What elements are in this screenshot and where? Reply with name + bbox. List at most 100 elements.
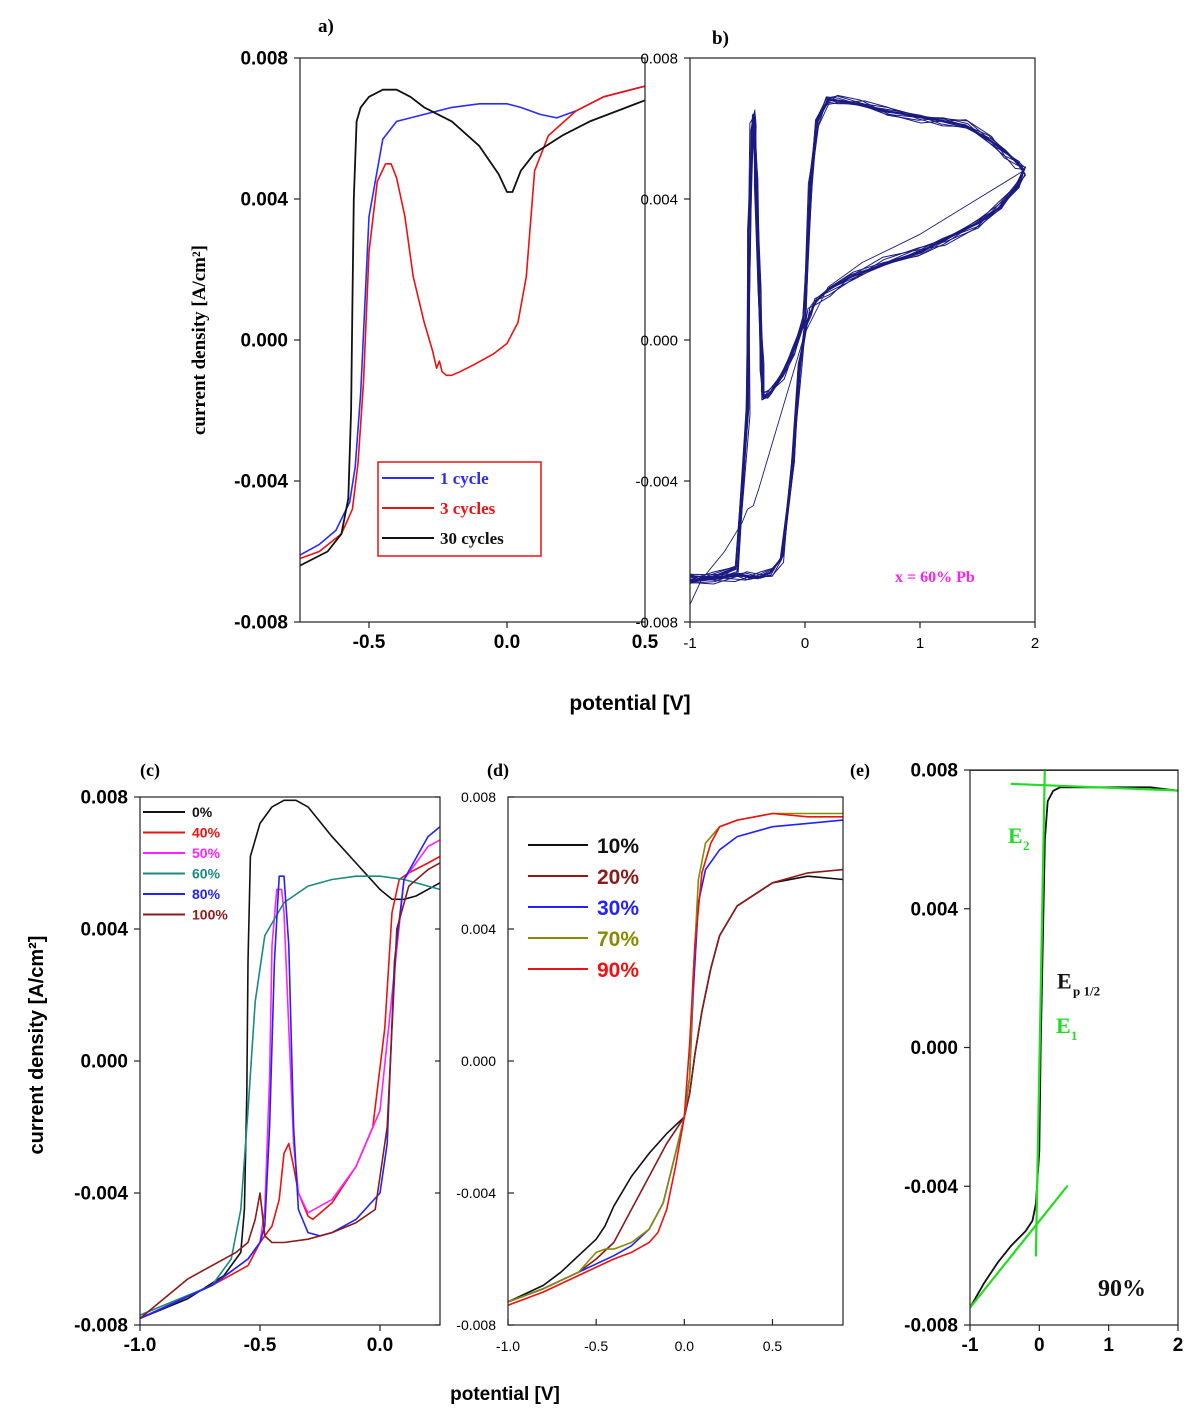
x-tick-label: 0.0 xyxy=(675,1338,695,1354)
x-tick-label: 0.0 xyxy=(367,1335,393,1356)
panel-b-chart: -1 0 1 2 -0.008 -0.004 0.000 0.004 0.008 b) x = 60… xyxy=(635,28,1039,652)
series-line-40- xyxy=(140,855,440,1320)
x-tick-label: 0.0 xyxy=(494,632,520,653)
x-tick-label: 1 xyxy=(1103,1335,1114,1356)
x-tick-label: 2 xyxy=(1031,635,1039,652)
legend-entry: 20% xyxy=(597,866,639,889)
panel-label: a) xyxy=(318,16,334,37)
series-line-100- xyxy=(140,862,440,1320)
panel-a-chart: -0.5 0.0 0.5 -0.008 -0.004 0.000 0.004 0.008 a) 1… xyxy=(234,16,659,653)
legend-entry: 3 cycles xyxy=(440,499,496,518)
series-line-tangent-e2 xyxy=(1010,782,1178,792)
panel-c-chart: -1.0 -0.5 0.0 -0.008 -0.004 0.000 0.004 0.008 (c… xyxy=(74,760,441,1356)
series-line-30- xyxy=(508,819,843,1303)
legend-entry: 60% xyxy=(192,866,221,882)
series-line-cyclic-voltammogram-repeated-cycles- xyxy=(690,96,1026,581)
series-line-30-cycles xyxy=(300,88,645,567)
series-line-90- xyxy=(508,812,843,1306)
tangent-label-ehalf: E xyxy=(1057,969,1072,994)
x-tick-label: -1.0 xyxy=(124,1335,157,1356)
legend-entry: 40% xyxy=(192,825,221,841)
y-tick-label: 0.008 xyxy=(640,50,678,67)
x-tick-label: 1 xyxy=(916,635,924,652)
y-tick-label: 0.004 xyxy=(80,920,128,941)
composition-annotation: 90% xyxy=(1098,1276,1146,1302)
y-tick-label: 0.008 xyxy=(80,788,128,809)
y-tick-label: 0.000 xyxy=(461,1053,496,1069)
series-line-cyclic-voltammogram-repeated-cycles- xyxy=(690,100,1026,585)
x-tick-label: 0.5 xyxy=(632,632,659,653)
y-tick-label: 0.008 xyxy=(240,49,288,70)
series-line-3-cycles xyxy=(300,85,645,560)
series-line-50- xyxy=(140,839,440,1320)
x-tick-label: 2 xyxy=(1173,1335,1184,1356)
panel-label: (c) xyxy=(140,760,160,781)
legend-entry: 100% xyxy=(192,907,228,923)
legend-entry: 80% xyxy=(192,886,221,902)
plot-frame xyxy=(969,769,1179,1326)
y-tick-label: -0.008 xyxy=(74,1316,128,1337)
series-line-tangent-e1 xyxy=(970,1185,1069,1309)
series-line-tangent-vertical xyxy=(1034,770,1046,1257)
y-tick-label: -0.004 xyxy=(635,473,678,490)
y-tick-label: 0.008 xyxy=(461,789,496,805)
x-tick-label: 0 xyxy=(1034,1335,1045,1356)
y-tick-label: -0.004 xyxy=(74,1184,128,1205)
y-tick-label: -0.004 xyxy=(904,1177,958,1198)
panel-label: (d) xyxy=(487,760,509,781)
y-tick-label: 0.004 xyxy=(910,899,958,920)
tangent-label-e2: E xyxy=(1008,823,1023,848)
series-line-0- xyxy=(140,799,440,1320)
y-tick-label: -0.008 xyxy=(456,1317,496,1333)
y-tick-label: 0.004 xyxy=(640,191,678,208)
legend-entry: 90% xyxy=(597,959,639,982)
series-line-cyclic-voltammogram-repeated-cycles- xyxy=(690,101,1026,584)
y-tick-label: 0.000 xyxy=(240,331,288,352)
y-tick-label: -0.004 xyxy=(456,1185,496,1201)
x-tick-label: -0.5 xyxy=(353,632,386,653)
y-tick-label: -0.008 xyxy=(234,613,288,634)
x-tick-label: 0 xyxy=(801,635,809,652)
y-tick-label: 0.000 xyxy=(80,1052,128,1073)
y-tick-label: 0.008 xyxy=(910,761,958,782)
tangent-label-e1-subscript: 1 xyxy=(1071,1028,1078,1043)
bottom-y-axis-label: current density [A/cm²] xyxy=(26,936,48,1155)
y-tick-label: 0.004 xyxy=(461,921,496,937)
top-y-axis-label: current density [A/cm²] xyxy=(189,245,210,435)
series-group xyxy=(140,799,440,1320)
series-line-20- xyxy=(508,868,843,1303)
x-tick-label: -1 xyxy=(683,635,696,652)
x-tick-label: -1 xyxy=(962,1335,979,1356)
series-line-70- xyxy=(508,812,843,1303)
x-tick-label: 0.5 xyxy=(763,1338,783,1354)
legend-entry: 1 cycle xyxy=(440,469,489,488)
y-tick-label: 0.000 xyxy=(910,1038,958,1059)
legend-entry: 30% xyxy=(597,897,639,920)
panel-label: b) xyxy=(712,28,729,49)
y-tick-label: -0.004 xyxy=(234,472,288,493)
plot-frame xyxy=(689,57,1036,623)
panel-d-chart: -1.0 -0.5 0.0 0.5 -0.008 -0.004 0.000 0.004 0.00… xyxy=(456,760,844,1354)
x-tick-label: -0.5 xyxy=(244,1335,277,1356)
tangent-label-e1: E xyxy=(1056,1013,1071,1038)
series-line-cyclic-voltammogram-repeated-cycles- xyxy=(690,99,1025,583)
tangent-label-ehalf-subscript: p 1/2 xyxy=(1073,984,1100,999)
y-tick-label: -0.008 xyxy=(635,614,678,631)
series-line-first-cycle xyxy=(690,170,1024,605)
series-line-10- xyxy=(508,875,843,1303)
x-tick-label: -0.5 xyxy=(584,1338,608,1354)
legend-entry: 0% xyxy=(192,804,213,820)
series-group xyxy=(300,85,645,567)
legend-entry: 50% xyxy=(192,845,221,861)
series-group xyxy=(970,770,1178,1309)
series-line-cyclic-voltammogram-repeated-cycles- xyxy=(690,95,1027,581)
series-line-90-curve xyxy=(970,786,1178,1309)
y-tick-label: 0.004 xyxy=(240,190,288,211)
y-tick-label: 0.000 xyxy=(640,332,678,349)
bottom-x-axis-label: potential [V] xyxy=(450,1384,560,1405)
series-group xyxy=(508,812,843,1306)
y-tick-label: -0.008 xyxy=(904,1316,958,1337)
series-line-60- xyxy=(140,875,440,1316)
